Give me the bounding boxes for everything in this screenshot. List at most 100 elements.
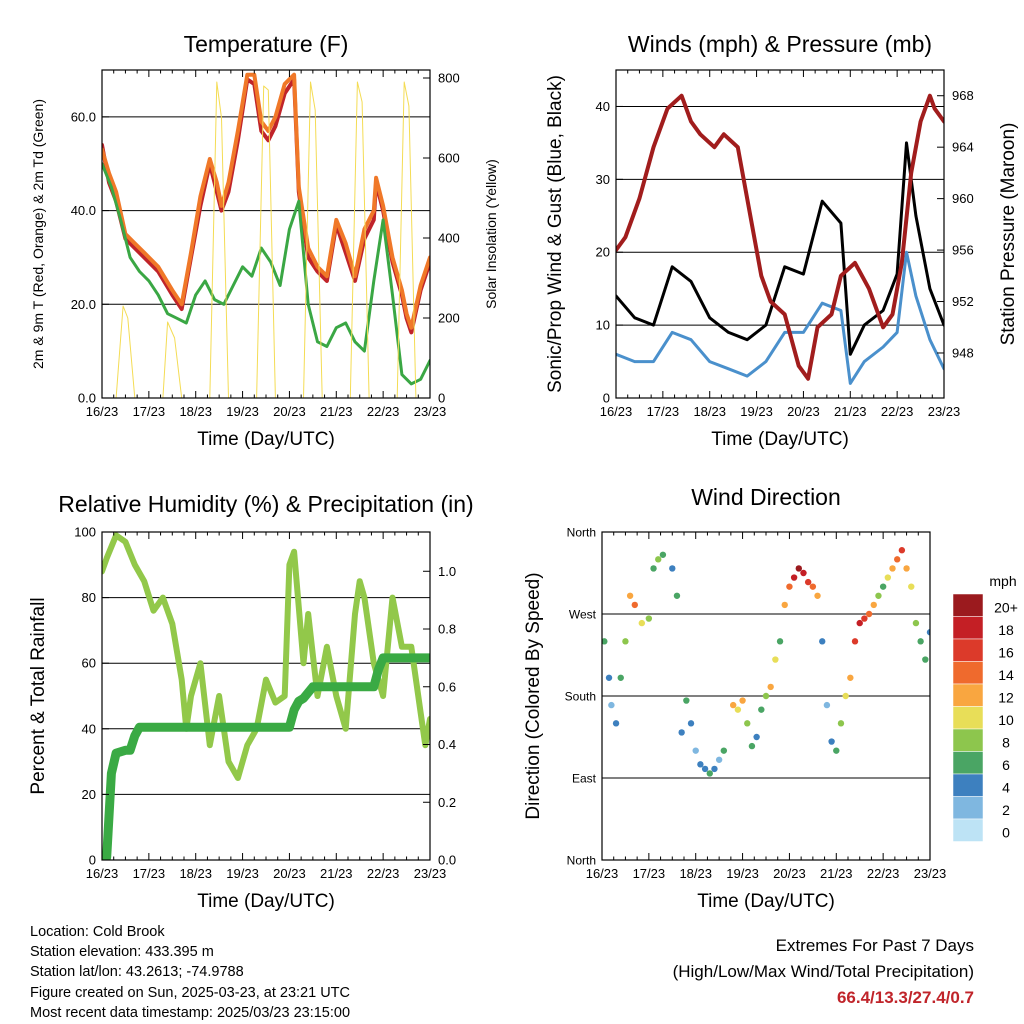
direction-point	[908, 583, 915, 590]
legend-title: mph	[989, 573, 1016, 589]
legend-swatch	[952, 638, 984, 662]
x-tick-label: 20/23	[273, 404, 306, 419]
direction-point	[875, 592, 882, 599]
direction-point	[683, 697, 690, 704]
x-axis-label: Time (Day/UTC)	[197, 891, 335, 912]
y-axis-label: Percent & Total Rainfall	[28, 597, 49, 794]
legend-label: 0	[1002, 824, 1010, 840]
y2-tick-label: 0.6	[438, 679, 456, 694]
direction-point	[715, 756, 723, 763]
y2-axis-label: Solar Insolation (Yellow)	[483, 159, 499, 309]
y-tick-label: 20	[82, 787, 96, 802]
legend-swatch	[952, 661, 984, 685]
y2-tick-label: 0.2	[438, 795, 456, 810]
y-tick-label: West	[569, 608, 597, 622]
plot-area	[602, 547, 930, 777]
x-tick-label: 20/23	[773, 866, 806, 881]
direction-point	[744, 720, 751, 727]
direction-point	[645, 615, 653, 622]
y-axis-label: Direction (Colored By Speed)	[523, 572, 544, 819]
y-tick-label: 0	[603, 391, 610, 406]
series-3-line	[102, 162, 430, 386]
legend-swatch	[952, 796, 984, 820]
x-tick-label: 18/23	[179, 404, 212, 419]
y-tick-label: 30	[596, 172, 610, 187]
x-tick-label: 17/23	[647, 404, 680, 419]
x-tick-label: 17/23	[133, 866, 166, 881]
y-tick-label: 40	[596, 99, 610, 114]
direction-point	[851, 638, 859, 645]
x-tick-label: 19/23	[226, 866, 259, 881]
direction-point	[655, 556, 662, 563]
y2-tick-label: 400	[438, 231, 460, 246]
x-tick-label: 16/23	[586, 866, 619, 881]
latlon-text: Station lat/lon: 43.2613; -74.9788	[30, 964, 244, 981]
direction-point	[804, 578, 812, 586]
x-tick-label: 23/23	[914, 866, 947, 881]
y-tick-label: South	[565, 690, 596, 704]
chart-2: 16/23 17/23 18/23 19/23 20/23 21/23 22/23 23/23…	[545, 31, 1019, 450]
plot-area	[102, 532, 430, 860]
legend-swatch	[952, 773, 984, 797]
y-tick-label: 20.0	[71, 297, 96, 312]
direction-point	[795, 565, 802, 572]
x-tick-label: 16/23	[600, 404, 633, 419]
direction-point	[922, 656, 929, 663]
direction-point	[926, 629, 930, 636]
direction-point	[861, 615, 868, 622]
direction-point	[706, 770, 713, 777]
direction-point	[767, 683, 774, 691]
x-tick-label: 21/23	[834, 404, 867, 419]
y-tick-label: 10	[596, 318, 610, 333]
legend-label: 6	[1002, 757, 1010, 773]
y-tick-label: North	[567, 526, 596, 540]
legend-swatch	[952, 751, 984, 775]
y2-tick-label: 0	[438, 391, 445, 406]
y-tick-label: North	[567, 854, 596, 868]
direction-point	[687, 720, 695, 727]
direction-point	[608, 701, 615, 709]
direction-point	[697, 761, 704, 768]
direction-point	[856, 619, 863, 627]
y2-tick-label: 960	[952, 191, 974, 206]
y2-tick-label: 0.8	[438, 622, 456, 637]
direction-point	[739, 697, 746, 704]
chart-title: Wind Direction	[691, 484, 841, 510]
x-tick-label: 19/23	[226, 404, 259, 419]
direction-point	[692, 747, 699, 754]
direction-point	[602, 638, 608, 645]
direction-point	[917, 638, 924, 645]
y2-tick-label: 964	[952, 140, 974, 155]
location-text: Location: Cold Brook	[30, 924, 165, 940]
legend-label: 18	[998, 622, 1014, 638]
x-tick-label: 18/23	[179, 866, 212, 881]
x-axis-label: Time (Day/UTC)	[711, 429, 849, 450]
y2-tick-label: 800	[438, 71, 460, 86]
direction-point	[605, 674, 613, 681]
direction-point	[814, 592, 821, 599]
direction-point	[903, 565, 910, 572]
x-tick-label: 19/23	[726, 866, 759, 881]
direction-point	[669, 565, 676, 572]
y-tick-label: 0	[89, 853, 96, 868]
y2-tick-label: 956	[952, 243, 974, 258]
direction-point	[889, 565, 896, 572]
direction-point	[678, 729, 685, 736]
direction-point	[819, 638, 826, 645]
direction-point	[847, 674, 854, 681]
direction-point	[758, 706, 765, 713]
y-tick-label: 60	[82, 656, 96, 671]
direction-point	[884, 574, 892, 581]
y-tick-label: East	[572, 772, 597, 786]
x-tick-label: 23/23	[414, 866, 447, 881]
legend-label: 14	[998, 667, 1014, 683]
direction-point	[650, 565, 657, 572]
series-3-line	[616, 93, 944, 381]
legend-label: 12	[998, 689, 1014, 705]
extremes-title: Extremes For Past 7 Days	[775, 936, 974, 955]
legend-label: 4	[1002, 779, 1010, 795]
direction-point	[748, 742, 756, 750]
direction-point	[833, 747, 840, 754]
y-tick-label: 100	[74, 525, 96, 540]
